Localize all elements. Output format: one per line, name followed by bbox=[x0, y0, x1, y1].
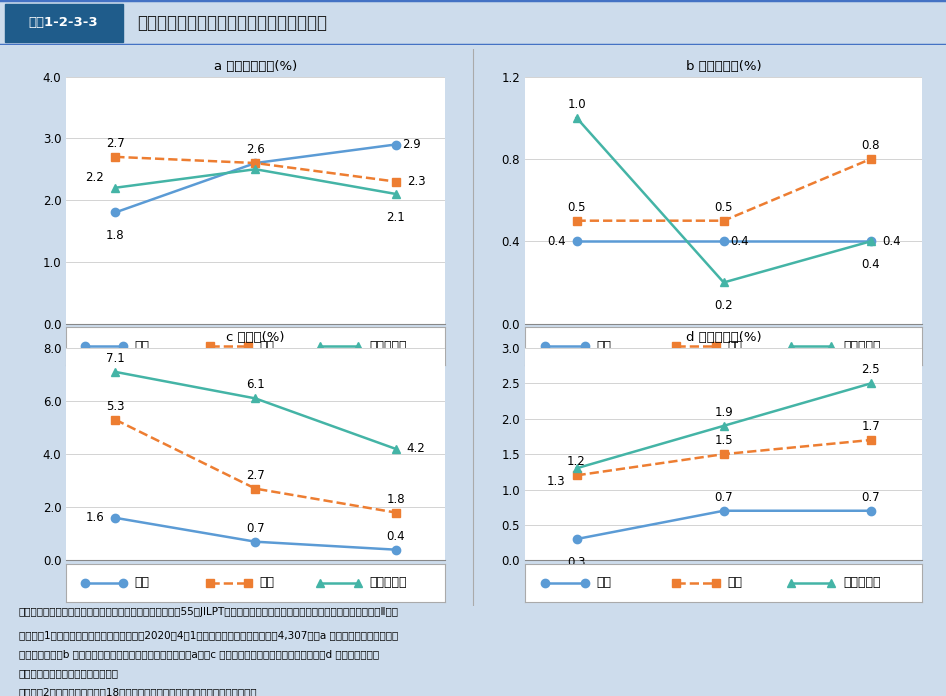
Text: 0.2: 0.2 bbox=[714, 299, 733, 312]
Text: 女性: 女性 bbox=[259, 340, 274, 353]
Text: 0.3: 0.3 bbox=[568, 555, 586, 569]
Text: 業、b 働いておらず、求職活動をしている（除くa）、c 雇用されているが、就業時間がゼロ、d 働いておらず、: 業、b 働いておらず、求職活動をしている（除くa）、c 雇用されているが、就業時… bbox=[19, 649, 379, 659]
Text: 0.7: 0.7 bbox=[862, 491, 880, 504]
Text: （注）　1．いずれの時点の集計対象者も、2020年4月1日時点民間企業で働く会社員4,307人。a 解雇／雇い止め／倒産失: （注） 1．いずれの時点の集計対象者も、2020年4月1日時点民間企業で働く会社… bbox=[19, 630, 398, 640]
Text: 子育て女性: 子育て女性 bbox=[843, 576, 881, 590]
Text: 0.5: 0.5 bbox=[714, 200, 733, 214]
Text: 2.9: 2.9 bbox=[402, 138, 421, 151]
Text: 4.2: 4.2 bbox=[407, 443, 426, 455]
Text: 7.1: 7.1 bbox=[106, 352, 125, 365]
Text: 子育て女性: 子育て女性 bbox=[369, 576, 407, 590]
Text: 0.4: 0.4 bbox=[882, 235, 901, 248]
Text: 1.3: 1.3 bbox=[547, 475, 566, 488]
Text: 0.5: 0.5 bbox=[568, 200, 586, 214]
Text: 女性: 女性 bbox=[259, 576, 274, 590]
Text: 1.5: 1.5 bbox=[714, 434, 733, 448]
Text: 2.5: 2.5 bbox=[862, 363, 880, 377]
Title: d 非労働力化(%): d 非労働力化(%) bbox=[686, 331, 762, 344]
Text: 2．子育て女性とは、18歳未満の子どもを育てている女性のことである。: 2．子育て女性とは、18歳未満の子どもを育てている女性のことである。 bbox=[19, 688, 257, 696]
FancyBboxPatch shape bbox=[5, 3, 123, 42]
Text: 2.7: 2.7 bbox=[246, 468, 265, 482]
Text: 男性: 男性 bbox=[597, 576, 611, 590]
Title: c 休業者(%): c 休業者(%) bbox=[226, 331, 285, 344]
Text: 1.9: 1.9 bbox=[714, 406, 733, 419]
Text: 女性: 女性 bbox=[727, 340, 743, 353]
Text: 2.3: 2.3 bbox=[407, 175, 426, 188]
Text: 求職活動もしていない。: 求職活動もしていない。 bbox=[19, 668, 119, 678]
Text: 男性: 男性 bbox=[134, 340, 149, 353]
Text: 0.4: 0.4 bbox=[386, 530, 405, 543]
Text: 2.7: 2.7 bbox=[106, 137, 125, 150]
Text: 1.0: 1.0 bbox=[568, 98, 586, 111]
Text: 0.7: 0.7 bbox=[246, 522, 265, 535]
Text: 0.4: 0.4 bbox=[547, 235, 566, 248]
Text: 男性: 男性 bbox=[134, 576, 149, 590]
Text: 2.1: 2.1 bbox=[386, 211, 405, 223]
Text: 0.8: 0.8 bbox=[862, 139, 880, 152]
Text: 資料：独立行政法人労働政策研究・研修機構　周燕飛「第55回JILPTリサーチアイコロナショックの被害は女性に集中（続編Ⅱ）」: 資料：独立行政法人労働政策研究・研修機構 周燕飛「第55回JILPTリサーチアイ… bbox=[19, 607, 399, 617]
Text: 子育て女性: 子育て女性 bbox=[369, 340, 407, 353]
Text: 0.7: 0.7 bbox=[714, 491, 733, 504]
Title: a 非自発的失業(%): a 非自発的失業(%) bbox=[214, 60, 297, 72]
Text: 2.6: 2.6 bbox=[246, 143, 265, 156]
Text: 1.6: 1.6 bbox=[85, 512, 104, 524]
Text: 1.8: 1.8 bbox=[106, 229, 125, 242]
Text: 1.7: 1.7 bbox=[862, 420, 880, 433]
Text: 女性: 女性 bbox=[727, 576, 743, 590]
Text: 1.2: 1.2 bbox=[568, 455, 586, 468]
Text: 子育て女性: 子育て女性 bbox=[843, 340, 881, 353]
Text: 1.8: 1.8 bbox=[386, 493, 405, 505]
Text: 男性: 男性 bbox=[597, 340, 611, 353]
Text: 6.1: 6.1 bbox=[246, 379, 265, 391]
Title: b 自発的失業(%): b 自発的失業(%) bbox=[686, 60, 762, 72]
Text: 図表1-2-3-3: 図表1-2-3-3 bbox=[28, 16, 98, 29]
Text: 0.4: 0.4 bbox=[862, 258, 880, 271]
Text: 0.4: 0.4 bbox=[730, 235, 749, 248]
Text: 2.2: 2.2 bbox=[85, 171, 104, 184]
Text: 失業者・休業者になった民間雇用者の割合: 失業者・休業者になった民間雇用者の割合 bbox=[137, 14, 327, 31]
Text: 5.3: 5.3 bbox=[106, 400, 125, 413]
